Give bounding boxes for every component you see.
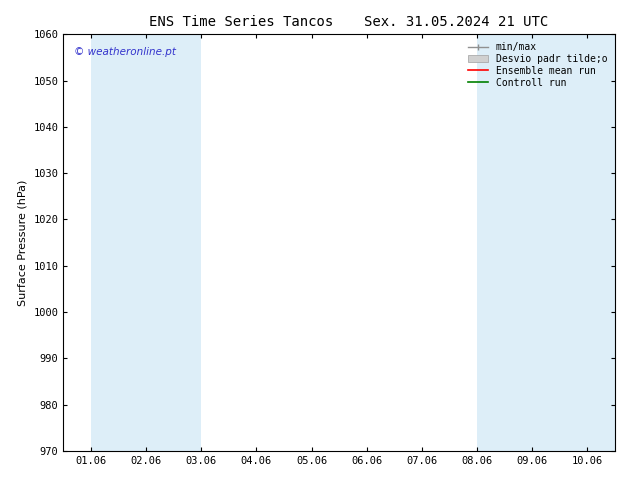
Y-axis label: Surface Pressure (hPa): Surface Pressure (hPa) — [18, 179, 28, 306]
Bar — [146, 34, 202, 451]
Bar — [533, 34, 588, 451]
Text: ENS Time Series Tancos: ENS Time Series Tancos — [149, 15, 333, 29]
Text: © weatheronline.pt: © weatheronline.pt — [74, 47, 176, 57]
Bar — [588, 34, 634, 451]
Bar — [91, 34, 146, 451]
Bar — [477, 34, 533, 451]
Text: Sex. 31.05.2024 21 UTC: Sex. 31.05.2024 21 UTC — [365, 15, 548, 29]
Legend: min/max, Desvio padr tilde;o, Ensemble mean run, Controll run: min/max, Desvio padr tilde;o, Ensemble m… — [465, 39, 610, 91]
